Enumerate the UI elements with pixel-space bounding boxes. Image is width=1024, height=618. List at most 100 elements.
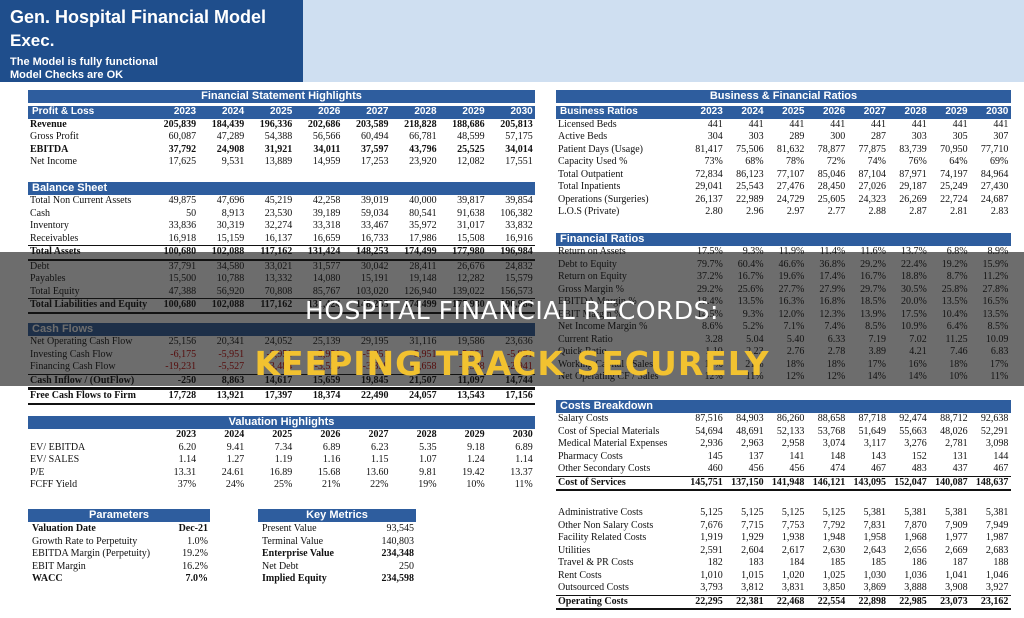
parameters-title: Parameters	[28, 509, 210, 522]
oc-row: Utilities 2,591 2,604 2,617 2,630 2,643 2,656 2…	[556, 545, 1011, 558]
pl-cell: 34,014	[505, 143, 533, 155]
km-label: Terminal Value	[262, 535, 324, 547]
caption-line-2: KEEPING TRACK SECURELY	[254, 344, 770, 383]
fr-cell: 17.5%	[684, 246, 725, 259]
br-cell: 27,026	[858, 181, 886, 192]
sheet-name: Exec.	[10, 31, 55, 50]
pl-cell: 202,686	[307, 118, 341, 130]
bs-row: Inventory 33,836 30,319 32,274 33,318 33,467 3…	[28, 220, 535, 233]
params-value: 7.0%	[185, 573, 209, 584]
vh-cell: 22%	[370, 479, 389, 490]
bs-cell: 30,319	[216, 220, 245, 231]
bs-cell: 196,984	[487, 246, 535, 259]
vh-cell: 25%	[273, 479, 293, 490]
oc-cell: 5,381	[945, 507, 968, 518]
oc-cell: 7,909	[945, 519, 968, 531]
cb-cell: 2,936	[700, 438, 723, 449]
br-section-title: Business Ratios	[560, 106, 638, 117]
oc-cell: 5,125	[822, 507, 846, 518]
br-cell: 72,834	[695, 168, 723, 180]
br-cell: 2.77	[827, 206, 846, 217]
br-row: Operations (Surgeries) 26,137 22,989 24,729…	[556, 194, 1011, 207]
br-cell: 305	[952, 131, 968, 142]
params-value: 1.0%	[187, 535, 208, 547]
bs-cell: 23,530	[264, 207, 293, 219]
vh-row: EV/ EBITDA 6.20 9.41 7.34 6.89 6.23 5.35 9.18 6.…	[28, 442, 535, 455]
br-year-header: 2027	[863, 106, 886, 117]
pl-cell: 60,087	[168, 131, 197, 142]
bs-cell: 39,817	[457, 195, 485, 206]
pl-cell: 196,336	[259, 118, 293, 130]
cb-cell: 2,781	[945, 438, 968, 449]
br-cell: 77,710	[980, 143, 1009, 155]
oc-cell: 1,958	[863, 532, 886, 543]
vh-cell: 6.89	[515, 441, 533, 453]
cb-cell: 143	[870, 450, 886, 462]
pl-cell: 12,082	[457, 156, 485, 167]
vh-year-header: 2029	[464, 429, 485, 440]
vh-cell: 9.18	[467, 441, 485, 453]
pl-cell: 37,792	[168, 143, 197, 155]
oc-row-label: Operating Costs	[558, 595, 628, 607]
br-row: Total Outpatient 72,834 86,123 77,107 85,046…	[556, 169, 1011, 182]
br-cell: 441	[911, 118, 927, 130]
cb-cell: 84,903	[736, 413, 764, 424]
pl-cell: 31,921	[264, 143, 293, 155]
bs-row-label: Cash	[30, 207, 50, 219]
bs-cell: 16,733	[360, 232, 389, 244]
pl-row-label: Net Income	[30, 156, 77, 167]
br-year-header: 2030	[986, 106, 1009, 117]
vh-cell: 13.37	[510, 466, 533, 478]
br-row-label: Capacity Used %	[558, 156, 628, 167]
vh-year-header: 2023	[176, 429, 197, 440]
br-row: Capacity Used % 73% 68% 78% 72% 74% 76% 64% 69%	[556, 156, 1011, 169]
br-row-label: Active Beds	[558, 131, 608, 142]
fr-row: Return on Assets17.5%9.3%11.9%11.4%11.6%…	[556, 246, 1011, 259]
caption-line-1: HOSPITAL FINANCIAL RECORDS:	[305, 296, 719, 325]
cf-cell: 17,156	[505, 390, 533, 401]
bs-cell: 106,382	[500, 207, 533, 219]
cb-row: Other Secondary Costs 460 456 456 474 467 483 4…	[556, 463, 1011, 476]
oc-cell: 22,381	[736, 595, 764, 607]
br-row-label: Licensed Beds	[558, 118, 617, 130]
fr-cell: 11.6%	[847, 246, 888, 259]
cb-cell: 144	[993, 450, 1009, 462]
oc-cell: 3,831	[781, 582, 805, 593]
cb-cell: 152	[911, 450, 927, 462]
bs-cell: 100,680	[150, 246, 198, 259]
br-year-header: 2028	[904, 106, 927, 117]
oc-cell: 5,125	[781, 507, 805, 518]
oc-cell: 1,968	[904, 532, 927, 543]
vh-cell: 10%	[466, 479, 485, 490]
oc-cell: 22,295	[695, 595, 723, 607]
oc-cell: 22,985	[899, 595, 927, 607]
vh-cell: 1.16	[322, 454, 341, 465]
bs-cell: 33,467	[360, 220, 389, 231]
br-cell: 64%	[949, 156, 968, 167]
status-functional: The Model is fully functional	[10, 56, 158, 68]
oc-cell: 3,888	[904, 582, 927, 593]
pl-year-header: 2028	[414, 106, 437, 117]
oc-cell: 7,715	[741, 519, 764, 531]
oc-cell: 3,908	[945, 582, 968, 593]
oc-cell: 2,617	[781, 544, 805, 556]
bs-cell: 148,253	[342, 246, 390, 259]
params-label: EBIT Margin	[32, 560, 86, 572]
oc-row-label: Utilities	[558, 544, 591, 556]
br-row: Active Beds 304 303 289 300 287 303 305 307	[556, 131, 1011, 144]
fr-cell: 11.4%	[806, 246, 847, 259]
oc-cell: 22,468	[776, 595, 805, 607]
br-cell: 2.87	[909, 206, 927, 217]
pl-year-header: 2029	[462, 106, 485, 117]
pl-row-label: Gross Profit	[30, 131, 79, 142]
oc-cell: 2,604	[741, 544, 764, 556]
cb-row: Cost of Special Materials 54,694 48,691 52,…	[556, 426, 1011, 439]
br-row-label: Total Inpatients	[558, 181, 621, 192]
oc-cell: 5,381	[904, 507, 927, 518]
vh-cell: 1.07	[419, 454, 437, 465]
km-value: 93,545	[386, 523, 415, 534]
cb-row-label: Salary Costs	[558, 413, 609, 424]
oc-cell: 1,041	[945, 569, 968, 581]
vh-cell: 19.42	[462, 466, 485, 478]
br-cell: 2.83	[990, 206, 1009, 217]
